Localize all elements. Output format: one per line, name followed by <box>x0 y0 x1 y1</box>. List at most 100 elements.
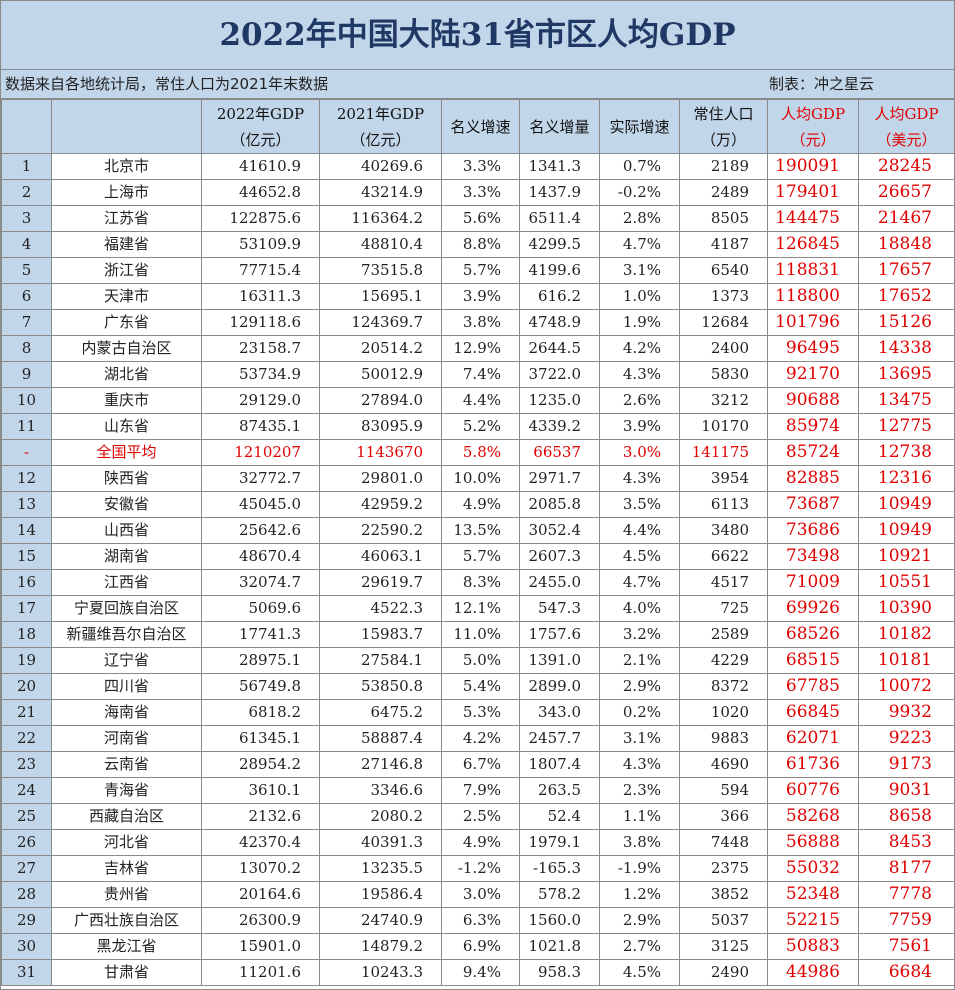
row-nominal-growth: 5.2% <box>441 413 520 440</box>
row-gdp-2021: 20514.2 <box>319 335 442 362</box>
row-nominal-increase: 2971.7 <box>519 465 600 492</box>
row-population: 1373 <box>679 283 768 310</box>
row-gdp-2021: 53850.8 <box>319 673 442 700</box>
row-gdp-2022: 41610.9 <box>201 153 320 180</box>
table-row: 22 河南省 61345.1 58887.4 4.2% 2457.7 3.1% 9883 620… <box>1 725 955 752</box>
row-nominal-increase: 6511.4 <box>519 205 600 232</box>
row-per-capita-usd: 8453 <box>858 829 955 856</box>
row-nominal-increase: 547.3 <box>519 595 600 622</box>
row-per-capita-usd: 17652 <box>858 283 955 310</box>
row-real-growth: 2.3% <box>599 777 680 804</box>
table-row: 15 湖南省 48670.4 46063.1 5.7% 2607.3 4.5% 6622 734… <box>1 543 955 570</box>
row-gdp-2022: 5069.6 <box>201 595 320 622</box>
table-row: 7 广东省 129118.6 124369.7 3.8% 4748.9 1.9% 12684 1… <box>1 309 955 336</box>
row-population: 3480 <box>679 517 768 544</box>
row-region-name: 陕西省 <box>51 465 202 492</box>
row-population: 6622 <box>679 543 768 570</box>
source-note: 数据来自各地统计局，常住人口为2021年末数据 <box>5 75 329 93</box>
row-gdp-2021: 2080.2 <box>319 803 442 830</box>
row-per-capita-yuan: 69926 <box>767 595 859 622</box>
row-per-capita-usd: 12316 <box>858 465 955 492</box>
row-population: 3852 <box>679 881 768 908</box>
row-per-capita-usd: 15126 <box>858 309 955 336</box>
row-nominal-increase: 2899.0 <box>519 673 600 700</box>
header-rank <box>1 99 52 154</box>
row-nominal-increase: 1437.9 <box>519 179 600 206</box>
row-gdp-2021: 10243.3 <box>319 959 442 986</box>
row-nominal-growth: 4.2% <box>441 725 520 752</box>
row-population: 9883 <box>679 725 768 752</box>
row-real-growth: 1.1% <box>599 803 680 830</box>
header-per-capita-usd: 人均GDP （美元） <box>858 99 955 154</box>
row-gdp-2021: 58887.4 <box>319 725 442 752</box>
row-population: 12684 <box>679 309 768 336</box>
row-gdp-2021: 15983.7 <box>319 621 442 648</box>
row-gdp-2022: 13070.2 <box>201 855 320 882</box>
row-population: 141175 <box>679 439 768 466</box>
row-per-capita-yuan: 58268 <box>767 803 859 830</box>
row-gdp-2021: 73515.8 <box>319 257 442 284</box>
row-per-capita-usd: 26657 <box>858 179 955 206</box>
row-per-capita-usd: 10181 <box>858 647 955 674</box>
row-per-capita-usd: 12738 <box>858 439 955 466</box>
row-gdp-2021: 40391.3 <box>319 829 442 856</box>
table-row: 2 上海市 44652.8 43214.9 3.3% 1437.9 -0.2% 2489 179… <box>1 179 955 206</box>
row-nominal-increase: 1391.0 <box>519 647 600 674</box>
row-region-name: 广西壮族自治区 <box>51 907 202 934</box>
row-nominal-growth: 5.6% <box>441 205 520 232</box>
row-nominal-growth: 5.3% <box>441 699 520 726</box>
row-nominal-growth: 13.5% <box>441 517 520 544</box>
row-per-capita-yuan: 179401 <box>767 179 859 206</box>
row-real-growth: 2.8% <box>599 205 680 232</box>
row-rank: 8 <box>1 335 52 362</box>
row-region-name: 辽宁省 <box>51 647 202 674</box>
row-population: 3212 <box>679 387 768 414</box>
row-per-capita-usd: 10949 <box>858 517 955 544</box>
row-real-growth: 4.5% <box>599 543 680 570</box>
row-nominal-increase: 66537 <box>519 439 600 466</box>
row-real-growth: -1.9% <box>599 855 680 882</box>
row-gdp-2021: 27894.0 <box>319 387 442 414</box>
row-nominal-growth: 2.5% <box>441 803 520 830</box>
row-rank: 23 <box>1 751 52 778</box>
row-region-name: 海南省 <box>51 699 202 726</box>
row-gdp-2021: 1143670 <box>319 439 442 466</box>
row-gdp-2021: 19586.4 <box>319 881 442 908</box>
row-nominal-increase: 1341.3 <box>519 153 600 180</box>
row-population: 6113 <box>679 491 768 518</box>
row-per-capita-usd: 7759 <box>858 907 955 934</box>
row-gdp-2022: 2132.6 <box>201 803 320 830</box>
row-gdp-2021: 116364.2 <box>319 205 442 232</box>
row-gdp-2021: 46063.1 <box>319 543 442 570</box>
row-rank: 11 <box>1 413 52 440</box>
row-nominal-increase: 2085.8 <box>519 491 600 518</box>
row-population: 2400 <box>679 335 768 362</box>
row-gdp-2021: 29619.7 <box>319 569 442 596</box>
row-rank: 25 <box>1 803 52 830</box>
row-nominal-growth: 12.9% <box>441 335 520 362</box>
row-per-capita-usd: 10072 <box>858 673 955 700</box>
table-title: 2022年中国大陆31省市区人均GDP <box>1 1 954 70</box>
table-row: 12 陕西省 32772.7 29801.0 10.0% 2971.7 4.3% 3954 82… <box>1 465 955 492</box>
row-gdp-2022: 87435.1 <box>201 413 320 440</box>
row-per-capita-usd: 10949 <box>858 491 955 518</box>
row-per-capita-yuan: 68515 <box>767 647 859 674</box>
row-nominal-increase: 263.5 <box>519 777 600 804</box>
row-gdp-2022: 29129.0 <box>201 387 320 414</box>
row-nominal-growth: 4.4% <box>441 387 520 414</box>
row-nominal-increase: 4748.9 <box>519 309 600 336</box>
row-population: 366 <box>679 803 768 830</box>
row-gdp-2021: 40269.6 <box>319 153 442 180</box>
row-real-growth: 0.2% <box>599 699 680 726</box>
row-gdp-2022: 32772.7 <box>201 465 320 492</box>
row-gdp-2021: 22590.2 <box>319 517 442 544</box>
row-gdp-2021: 50012.9 <box>319 361 442 388</box>
row-per-capita-yuan: 82885 <box>767 465 859 492</box>
row-nominal-increase: 1235.0 <box>519 387 600 414</box>
row-rank: 30 <box>1 933 52 960</box>
table-row: 13 安徽省 45045.0 42959.2 4.9% 2085.8 3.5% 6113 736… <box>1 491 955 518</box>
table-row: 28 贵州省 20164.6 19586.4 3.0% 578.2 1.2% 3852 5234… <box>1 881 955 908</box>
row-per-capita-usd: 8177 <box>858 855 955 882</box>
row-gdp-2021: 83095.9 <box>319 413 442 440</box>
row-gdp-2022: 42370.4 <box>201 829 320 856</box>
